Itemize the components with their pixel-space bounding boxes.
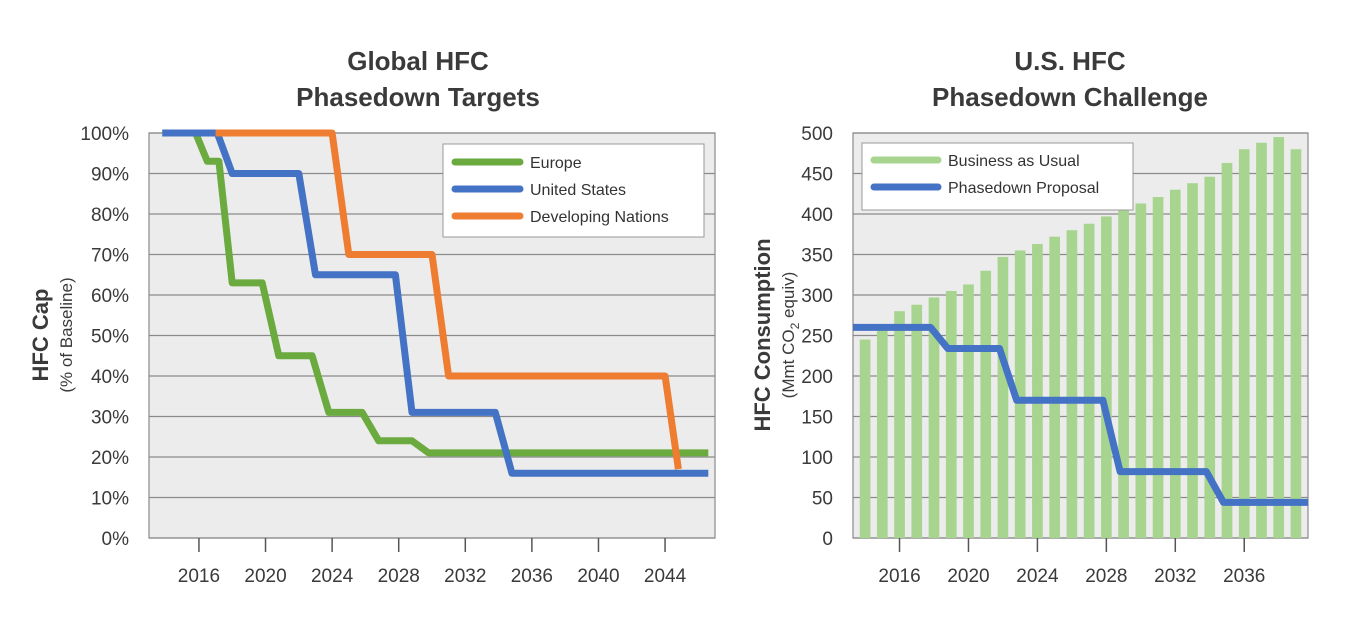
bar-bau-2020 (963, 284, 974, 538)
bar-bau-2032 (1169, 189, 1181, 538)
c1-y-tick-70: 70% (91, 246, 129, 267)
c1-y-tick-60: 60% (91, 286, 129, 307)
bar-bau-2023 (1014, 250, 1026, 538)
c1-x-tick-2032: 2032 (444, 566, 486, 587)
c1-plot-frame (148, 132, 716, 539)
chart2-x-tick-labels: 2016 2020 2024 2028 2032 2036 (878, 566, 1265, 587)
bar-bau-2028 (1101, 216, 1112, 538)
chart2-y-tick-labels: 0 50 100 150 200 250 300 350 400 450 500 (801, 124, 833, 550)
chart2-ylabel-sub-subscript: 2 (788, 322, 802, 329)
chart-us-hfc: U.S. HFC Phasedown Challenge 0 50 100 150 20… (750, 46, 1309, 587)
series-line-phasedown-proposal (853, 323, 1308, 506)
chart1-title-line1: Global HFC (347, 46, 489, 76)
c1-y-tick-100: 100% (80, 124, 129, 145)
chart2-y-axis-label: HFC Consumption (Mmt CO2 equiv) (750, 238, 802, 431)
bar-bau-2038 (1273, 137, 1285, 539)
bar-bau-2030 (1135, 203, 1147, 538)
c2-y-tick-300: 300 (801, 286, 833, 307)
c2-x-tick-2020: 2020 (947, 566, 989, 587)
c1-y-tick-20: 20% (91, 448, 129, 469)
series-line-united-states (162, 129, 709, 477)
chart2-proposal-line (853, 323, 1308, 506)
chart-global-hfc: Global HFC Phasedown Targets 0% 10% 20% 30%… (28, 46, 716, 587)
bar-bau-2031 (1152, 196, 1164, 539)
c2-y-tick-450: 450 (801, 165, 833, 186)
c1-y-tick-10: 10% (91, 489, 129, 510)
c1-y-tick-0: 0% (102, 529, 130, 550)
chart1-legend: Europe United States Developing Nations (442, 143, 705, 238)
c2-x-tick-2036: 2036 (1223, 566, 1265, 587)
c1-x-tick-2016: 2016 (178, 566, 220, 587)
chart1-y-tick-labels: 0% 10% 20% 30% 40% 50% 60% 70% 80% 90% 100% (80, 124, 129, 550)
bar-bau-2037 (1256, 142, 1267, 538)
chart1-ylabel-sub: (% of Baseline) (57, 277, 76, 392)
c2-y-tick-500: 500 (801, 124, 833, 145)
bar-bau-2021 (980, 270, 992, 538)
c1-y-tick-30: 30% (91, 408, 129, 429)
bar-bau-2026 (1066, 230, 1078, 538)
bar-bau-2018 (928, 297, 940, 538)
bar-bau-2027 (1083, 223, 1095, 538)
c1-y-tick-50: 50% (91, 327, 129, 348)
c1-x-tick-2040: 2040 (577, 566, 619, 587)
bar-bau-2034 (1204, 176, 1216, 539)
bar-bau-2014 (859, 339, 871, 538)
bar-bau-2022 (997, 256, 1009, 538)
c2-x-tick-2024: 2024 (1016, 566, 1059, 587)
chart2-ylabel: HFC Consumption (750, 238, 775, 431)
c1-y-tick-40: 40% (91, 367, 129, 388)
c2-y-tick-400: 400 (801, 205, 833, 226)
chart2-ylabel-sub-suffix: equiv) (779, 272, 798, 323)
legend-developing-nations-label: Developing Nations (530, 209, 669, 226)
c2-y-tick-200: 200 (801, 367, 833, 388)
series-line-europe (162, 129, 709, 457)
c2-plot-frame (852, 132, 1309, 539)
c2-y-tick-100: 100 (801, 448, 833, 469)
c1-y-tick-80: 80% (91, 205, 129, 226)
c2-y-tick-250: 250 (801, 327, 833, 348)
legend-phasedown-proposal-label: Phasedown Proposal (948, 180, 1099, 197)
bar-bau-2017 (911, 304, 923, 538)
chart2-ylabel-sub: (Mmt CO2 equiv) (779, 272, 802, 399)
c2-y-tick-0: 0 (822, 529, 833, 550)
c2-y-tick-50: 50 (812, 489, 833, 510)
c1-x-tick-2028: 2028 (378, 566, 420, 587)
legend-united-states-label: United States (530, 182, 626, 199)
chart1-x-tick-labels: 2016 2020 2024 2028 2032 2036 2040 2044 (178, 566, 687, 587)
bar-bau-2016 (894, 311, 905, 538)
c1-x-tick-2036: 2036 (511, 566, 553, 587)
bar-bau-2036 (1238, 149, 1250, 538)
c1-x-tick-2020: 2020 (244, 566, 286, 587)
legend-business-as-usual-label: Business as Usual (948, 153, 1080, 170)
legend-europe-label: Europe (530, 155, 582, 172)
bar-bau-2039 (1290, 149, 1302, 538)
bar-bau-2025 (1049, 236, 1060, 538)
bar-bau-2024 (1032, 243, 1043, 538)
chart2-legend: Business as Usual Phasedown Proposal (861, 142, 1134, 211)
chart1-series-lines (162, 129, 709, 477)
chart1-title-line2: Phasedown Targets (296, 82, 540, 112)
bar-bau-2015 (876, 329, 888, 538)
chart2-title-line1: U.S. HFC (1014, 46, 1125, 76)
c1-y-tick-90: 90% (91, 165, 129, 186)
chart2-legend-box (861, 142, 1134, 211)
chart1-y-axis-label: HFC Cap (% of Baseline) (28, 277, 76, 392)
c2-x-tick-2028: 2028 (1085, 566, 1127, 587)
c2-x-tick-2032: 2032 (1154, 566, 1196, 587)
bar-bau-2033 (1187, 183, 1198, 538)
bar-bau-2029 (1118, 209, 1129, 538)
chart2-title-line2: Phasedown Challenge (932, 82, 1208, 112)
chart1-ylabel: HFC Cap (28, 289, 53, 382)
c1-x-tick-2044: 2044 (644, 566, 687, 587)
c1-x-tick-2024: 2024 (311, 566, 354, 587)
bar-bau-2019 (945, 290, 957, 538)
chart2-ylabel-sub-prefix: (Mmt CO (779, 329, 798, 398)
bar-bau-2035 (1221, 162, 1233, 538)
series-line-developing-nations (215, 129, 682, 470)
c2-x-tick-2016: 2016 (878, 566, 920, 587)
chart2-bau-bars (859, 137, 1302, 539)
c2-y-tick-350: 350 (801, 246, 833, 267)
c2-y-tick-150: 150 (801, 408, 833, 429)
